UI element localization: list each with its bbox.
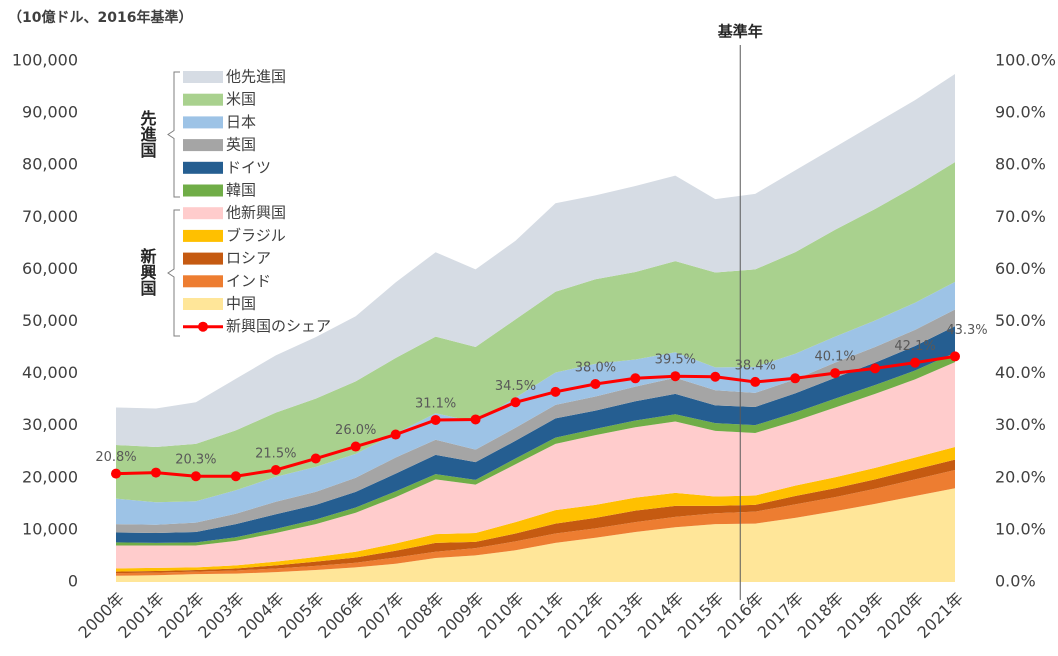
data-label: 42.1%	[894, 339, 935, 354]
legend-group-label: 先進国	[138, 109, 157, 159]
legend-swatch	[183, 207, 223, 220]
legend-swatch	[183, 252, 223, 265]
y2-tick-label: 40.0%	[995, 363, 1046, 382]
share-point	[430, 414, 441, 425]
data-label: 38.4%	[735, 358, 776, 373]
share-point	[390, 429, 401, 440]
legend-swatch	[183, 161, 223, 174]
share-point	[230, 471, 241, 482]
data-label: 39.5%	[655, 353, 696, 368]
legend-swatch	[183, 139, 223, 152]
legend-swatch	[183, 71, 223, 83]
y2-tick-label: 70.0%	[995, 207, 1046, 226]
legend-label: 米国	[226, 90, 256, 108]
legend-swatch	[183, 93, 223, 106]
y2-tick-label: 100.0%	[995, 51, 1056, 70]
area	[116, 488, 955, 582]
area	[116, 326, 955, 543]
area	[116, 281, 955, 525]
share-point	[910, 357, 921, 368]
y-tick-label: 40,000	[22, 363, 78, 382]
y2-tick-label: 90.0%	[995, 103, 1046, 122]
y-tick-label: 80,000	[22, 155, 78, 174]
y-tick-label: 50,000	[22, 311, 78, 330]
legend-label: 他先進国	[226, 68, 286, 86]
y-tick-label: 10,000	[22, 519, 78, 538]
subtitle: （10億ドル、2016年基準）	[8, 9, 192, 26]
legend-group-label: 新興国	[138, 247, 157, 297]
share-point	[350, 441, 361, 452]
legend-label: 日本	[226, 113, 256, 131]
data-label: 40.1%	[814, 350, 855, 365]
legend-label: ブラジル	[226, 226, 286, 244]
y2-tick-label: 80.0%	[995, 155, 1046, 174]
y-tick-label: 100,000	[12, 51, 78, 70]
area	[116, 309, 955, 534]
share-point	[710, 371, 721, 382]
legend-brace	[167, 71, 180, 198]
reference-label: 基準年	[717, 23, 763, 41]
legend-swatch	[183, 116, 223, 129]
y-tick-label: 30,000	[22, 415, 78, 434]
legend-label: インド	[226, 272, 271, 290]
y2-tick-label: 60.0%	[995, 259, 1046, 278]
y-tick-label: 20,000	[22, 467, 78, 486]
legend-swatch	[183, 184, 223, 197]
y-tick-label: 90,000	[22, 103, 78, 122]
y-tick-label: 0	[68, 572, 78, 591]
share-point	[750, 376, 761, 387]
y-tick-label: 70,000	[22, 207, 78, 226]
share-point	[870, 363, 881, 374]
share-point	[670, 371, 681, 382]
y2-tick-label: 0.0%	[995, 572, 1036, 591]
share-point	[111, 468, 121, 479]
legend-label: 新興国のシェア	[226, 317, 331, 335]
area	[116, 352, 955, 546]
share-point	[150, 467, 161, 478]
share-point	[510, 397, 521, 408]
legend-swatch	[183, 275, 223, 288]
legend-label: 中国	[226, 295, 256, 313]
legend-swatch	[183, 298, 223, 310]
data-label: 38.0%	[575, 361, 616, 376]
share-point	[790, 373, 801, 384]
area	[116, 74, 955, 448]
share-point	[830, 368, 841, 379]
legend-label: 他新興国	[226, 204, 286, 222]
legend-label: ドイツ	[226, 158, 271, 176]
share-point	[470, 414, 481, 425]
legend-label: ロシア	[226, 249, 271, 267]
data-label: 21.5%	[255, 446, 296, 461]
share-point	[270, 464, 281, 475]
share-point	[190, 471, 201, 482]
data-label: 20.8%	[95, 450, 136, 465]
y2-tick-label: 10.0%	[995, 519, 1046, 538]
area	[116, 362, 955, 569]
y2-tick-label: 50.0%	[995, 311, 1046, 330]
data-label: 31.1%	[415, 396, 456, 411]
legend-marker	[198, 321, 208, 332]
share-point	[310, 453, 321, 464]
area	[116, 162, 955, 503]
data-label: 34.5%	[495, 379, 536, 394]
legend-label: 英国	[226, 136, 256, 154]
y2-tick-label: 30.0%	[995, 415, 1046, 434]
legend-label: 韓国	[226, 181, 256, 199]
share-point	[550, 386, 561, 397]
legend-brace	[167, 209, 180, 337]
data-label: 43.3%	[946, 323, 987, 338]
y2-tick-label: 20.0%	[995, 467, 1046, 486]
data-label: 26.0%	[335, 423, 376, 438]
share-point	[590, 379, 601, 390]
legend-swatch	[183, 229, 223, 242]
data-label: 20.3%	[175, 453, 216, 468]
y-tick-label: 60,000	[22, 259, 78, 278]
share-line	[115, 354, 956, 478]
share-point	[950, 351, 960, 362]
share-point	[630, 373, 641, 384]
